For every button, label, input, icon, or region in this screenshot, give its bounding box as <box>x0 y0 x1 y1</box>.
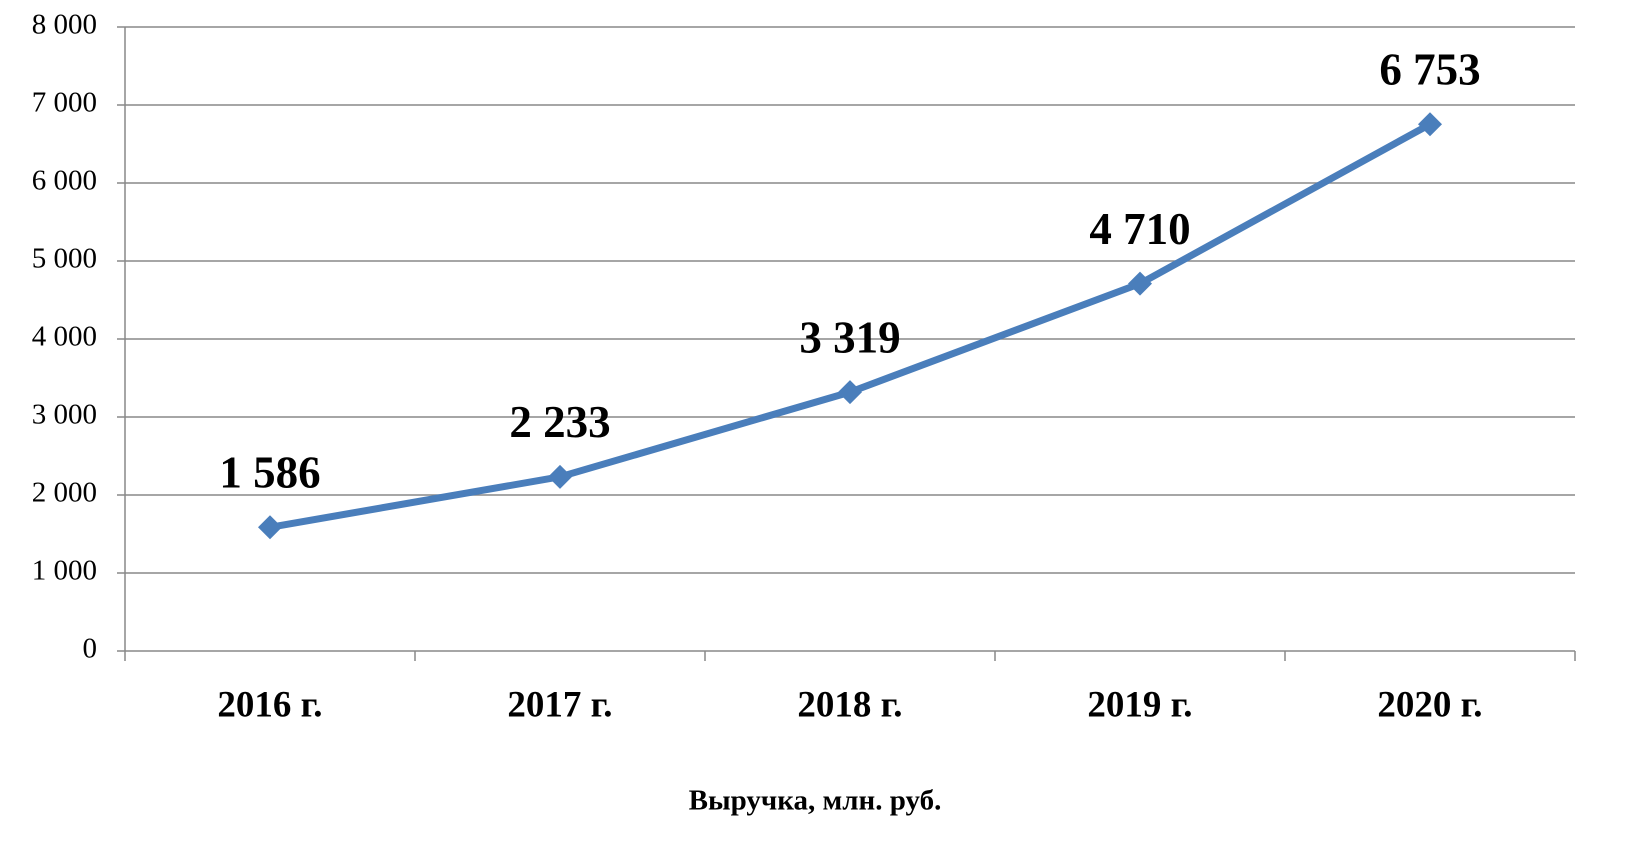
y-tick-label: 5 000 <box>32 243 97 275</box>
marker <box>258 515 282 540</box>
x-tick-label: 2018 г. <box>797 684 902 725</box>
x-tick-label: 2020 г. <box>1377 684 1482 725</box>
y-tick-label: 3 000 <box>32 399 97 431</box>
y-tick-label: 0 <box>83 633 98 665</box>
data-label: 3 319 <box>799 312 900 362</box>
y-tick-label: 2 000 <box>32 477 97 509</box>
y-tick-label: 7 000 <box>32 87 97 119</box>
y-tick-label: 4 000 <box>32 321 97 353</box>
marker <box>1128 271 1152 296</box>
legend-label: Выручка, млн. руб. <box>689 785 942 817</box>
y-tick-label: 1 000 <box>32 555 97 587</box>
data-label: 4 710 <box>1089 204 1190 254</box>
x-tick-label: 2016 г. <box>217 684 322 725</box>
y-tick-label: 8 000 <box>32 9 97 41</box>
marker <box>838 380 862 405</box>
y-tick-label: 6 000 <box>32 165 97 197</box>
data-label: 1 586 <box>219 448 320 498</box>
data-label: 2 233 <box>509 397 610 447</box>
data-label: 6 753 <box>1379 45 1480 95</box>
x-axis-ticks <box>414 651 1576 661</box>
marker <box>1418 112 1442 137</box>
x-tick-label: 2017 г. <box>507 684 612 725</box>
x-tick-label: 2019 г. <box>1087 684 1192 725</box>
marker <box>548 464 572 489</box>
